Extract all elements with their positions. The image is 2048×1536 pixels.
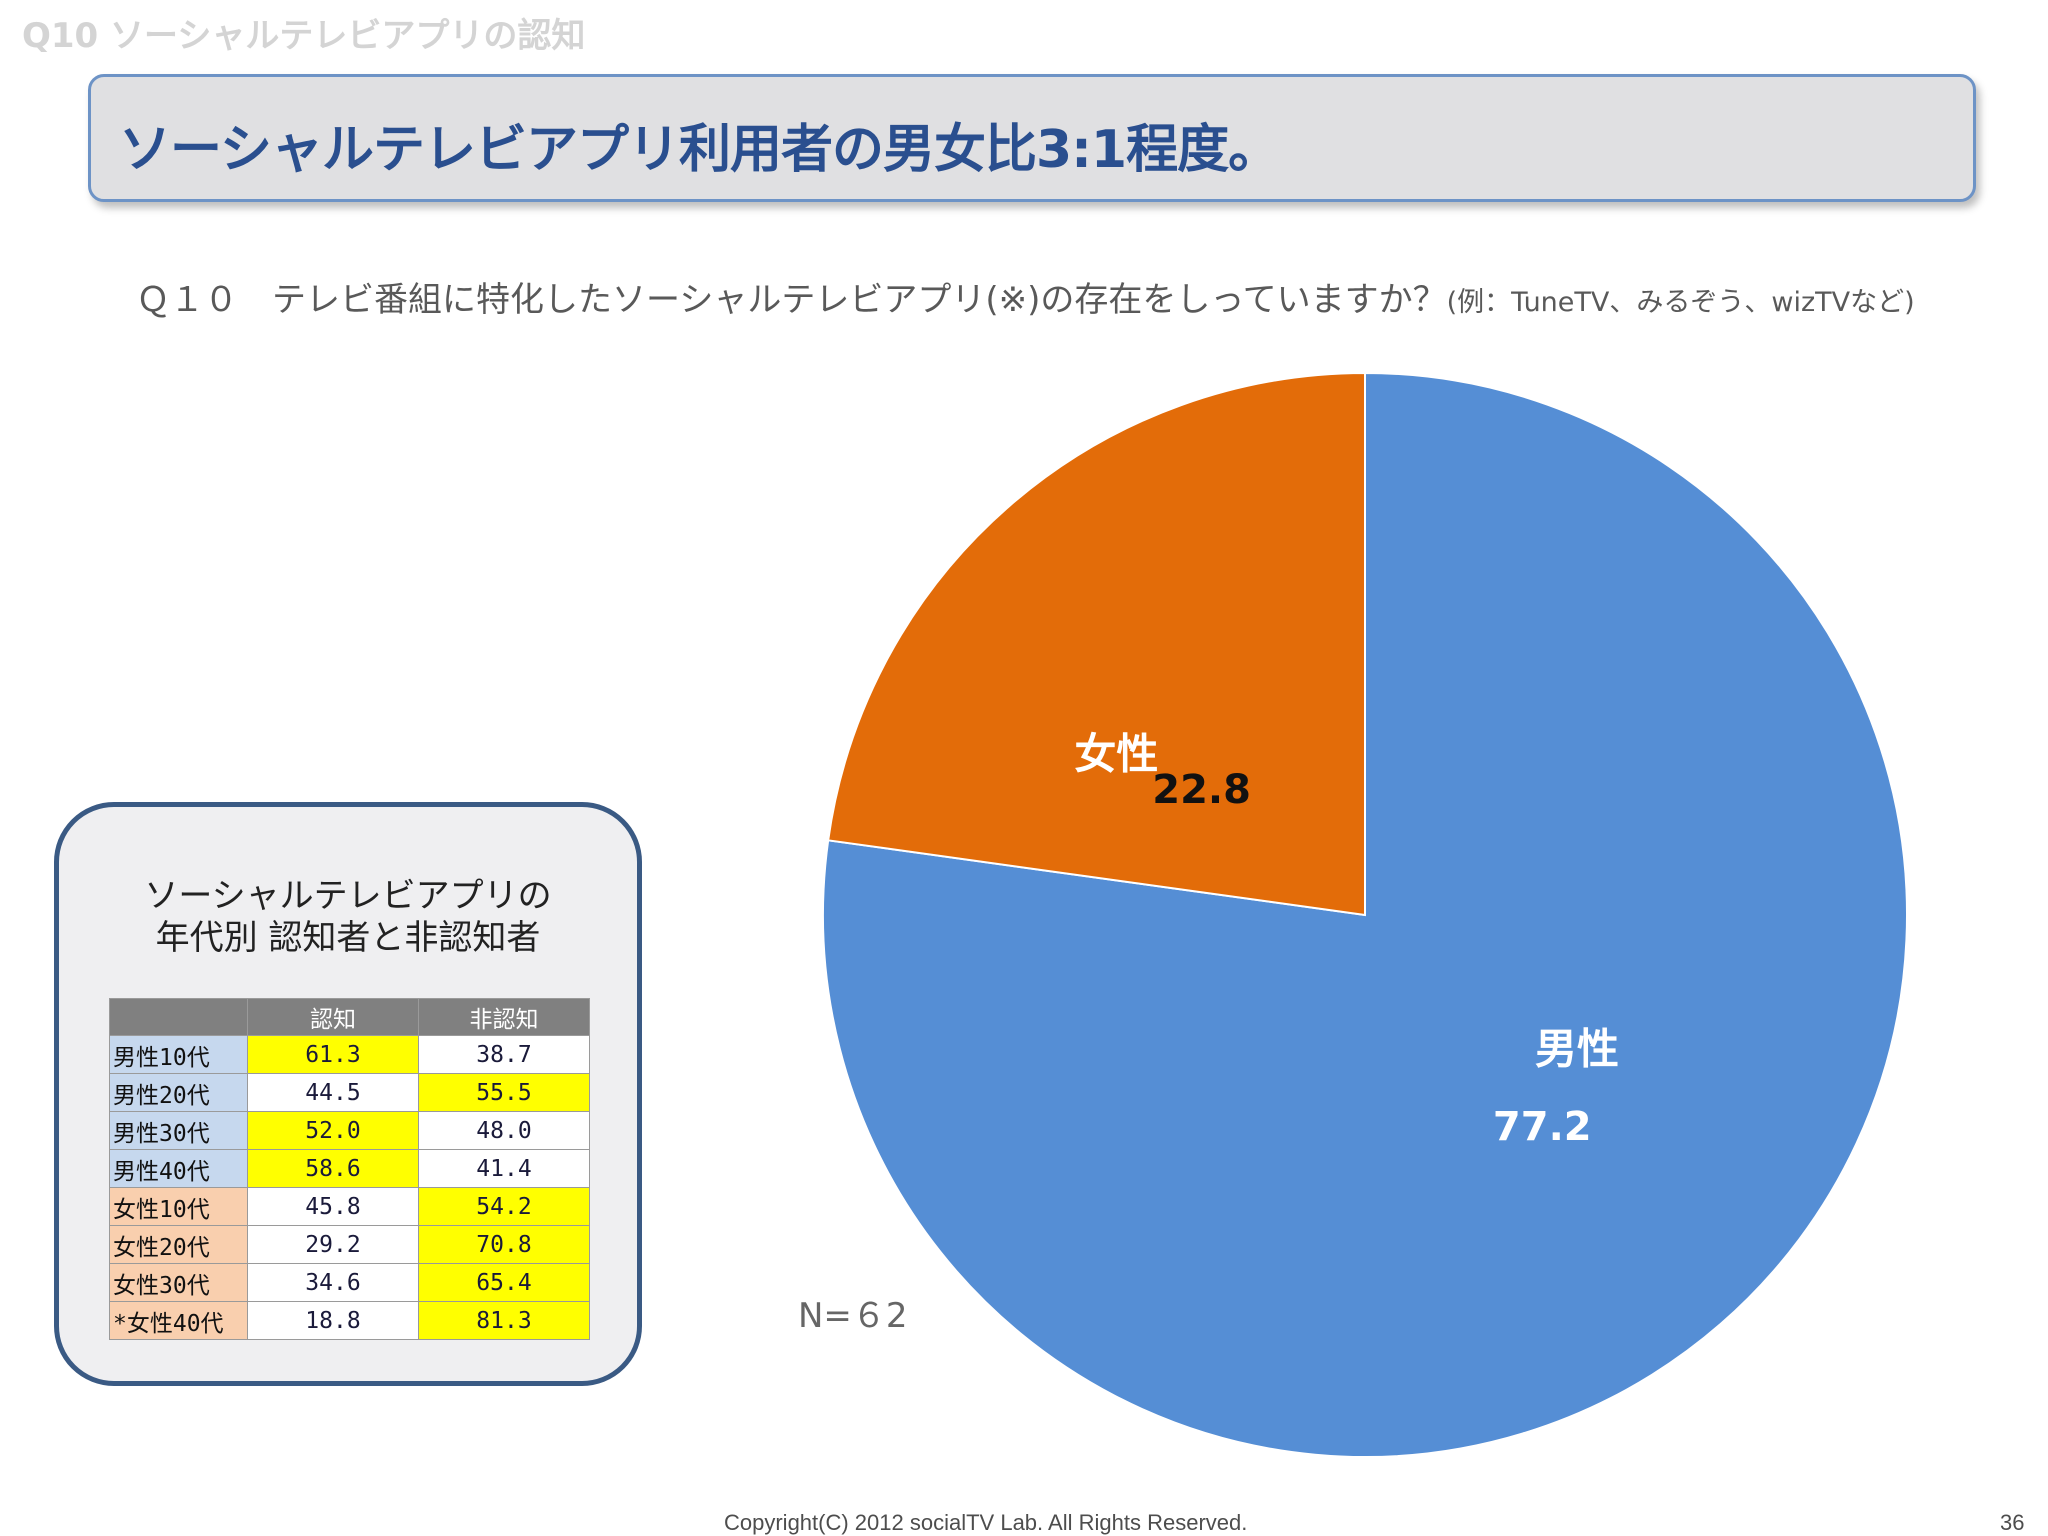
pie-slice-female bbox=[827, 371, 1366, 917]
copyright-footer: Copyright(C) 2012 socialTV Lab. All Righ… bbox=[724, 1510, 1248, 1535]
question-main: Ｑ１０ テレビ番組に特化したソーシャルテレビアプリ(※)の存在をしっていますか？ bbox=[136, 280, 1447, 320]
table-cell-unaware: 65.4 bbox=[418, 1263, 590, 1302]
table-header-aware: 認知 bbox=[247, 998, 419, 1036]
slide-header: Q10 ソーシャルテレビアプリの認知 bbox=[22, 16, 586, 56]
table-cell-aware: 61.3 bbox=[247, 1035, 419, 1074]
table-header-unaware: 非認知 bbox=[418, 998, 590, 1036]
table-row-label: 男性20代 bbox=[109, 1073, 248, 1112]
pie-chart-svg bbox=[822, 371, 1908, 1458]
table-row: 男性10代 61.3 38.7 bbox=[109, 1035, 590, 1074]
age-breakdown-title-line1: ソーシャルテレビアプリの bbox=[144, 876, 552, 916]
table-row-label: 女性20代 bbox=[109, 1225, 248, 1264]
table-cell-unaware: 41.4 bbox=[418, 1149, 590, 1188]
table-row: 女性30代 34.6 65.4 bbox=[109, 1263, 590, 1302]
table-cell-aware: 29.2 bbox=[247, 1225, 419, 1264]
table-row-label: 女性10代 bbox=[109, 1187, 248, 1226]
table-cell-aware: 45.8 bbox=[247, 1187, 419, 1226]
age-breakdown-table: 認知 非認知 男性10代 61.3 38.7 男性20代 44.5 55.5 男性30代 52… bbox=[109, 998, 590, 1340]
pie-label-name-male: 男性 bbox=[1534, 1024, 1619, 1074]
pie-label-value-male: 77.2 bbox=[1492, 1104, 1592, 1151]
table-row: 男性20代 44.5 55.5 bbox=[109, 1073, 590, 1112]
table-row-label: 女性30代 bbox=[109, 1263, 248, 1302]
table-cell-aware: 34.6 bbox=[247, 1263, 419, 1302]
table-cell-unaware: 81.3 bbox=[418, 1301, 590, 1340]
table-header-blank bbox=[109, 998, 248, 1036]
sample-size-label: N=６2 bbox=[798, 1296, 908, 1336]
table-cell-aware: 44.5 bbox=[247, 1073, 419, 1112]
age-breakdown-title-line2: 年代別 認知者と非認知者 bbox=[155, 918, 541, 958]
table-row-label: 男性10代 bbox=[109, 1035, 248, 1074]
table-row: 男性30代 52.0 48.0 bbox=[109, 1111, 590, 1150]
table-row: 男性40代 58.6 41.4 bbox=[109, 1149, 590, 1188]
table-cell-unaware: 38.7 bbox=[418, 1035, 590, 1074]
table-row: 女性10代 45.8 54.2 bbox=[109, 1187, 590, 1226]
table-row-label: 男性40代 bbox=[109, 1149, 248, 1188]
table-row-label: 男性30代 bbox=[109, 1111, 248, 1150]
slide-title: ソーシャルテレビアプリ利用者の男女比3:1程度。 bbox=[119, 120, 1280, 180]
table-cell-aware: 18.8 bbox=[247, 1301, 419, 1340]
table-header-row: 認知 非認知 bbox=[109, 998, 590, 1036]
question-example: (例：TuneTV、みるぞう、wizTVなど) bbox=[1446, 287, 1915, 318]
age-breakdown-title: ソーシャルテレビアプリの 年代別 認知者と非認知者 bbox=[59, 875, 637, 959]
table-cell-aware: 58.6 bbox=[247, 1149, 419, 1188]
pie-label-name-female: 女性 bbox=[1074, 729, 1159, 778]
table-cell-aware: 52.0 bbox=[247, 1111, 419, 1150]
pie-label-value-female: 22.8 bbox=[1152, 766, 1251, 813]
page-number: 36 bbox=[2000, 1510, 2025, 1535]
question-text: Ｑ１０ テレビ番組に特化したソーシャルテレビアプリ(※)の存在をしっていますか？… bbox=[136, 272, 1915, 321]
table-cell-unaware: 48.0 bbox=[418, 1111, 590, 1150]
table-row-label: *女性40代 bbox=[109, 1301, 248, 1340]
table-row: *女性40代 18.8 81.3 bbox=[109, 1301, 590, 1340]
pie-chart: 男性 77.2 女性 22.8 bbox=[800, 350, 1930, 1480]
table-cell-unaware: 54.2 bbox=[418, 1187, 590, 1226]
table-cell-unaware: 55.5 bbox=[418, 1073, 590, 1112]
age-breakdown-panel: ソーシャルテレビアプリの 年代別 認知者と非認知者 認知 非認知 男性10代 61… bbox=[54, 802, 642, 1386]
table-cell-unaware: 70.8 bbox=[418, 1225, 590, 1264]
title-box: ソーシャルテレビアプリ利用者の男女比3:1程度。 bbox=[88, 74, 1976, 202]
table-row: 女性20代 29.2 70.8 bbox=[109, 1225, 590, 1264]
